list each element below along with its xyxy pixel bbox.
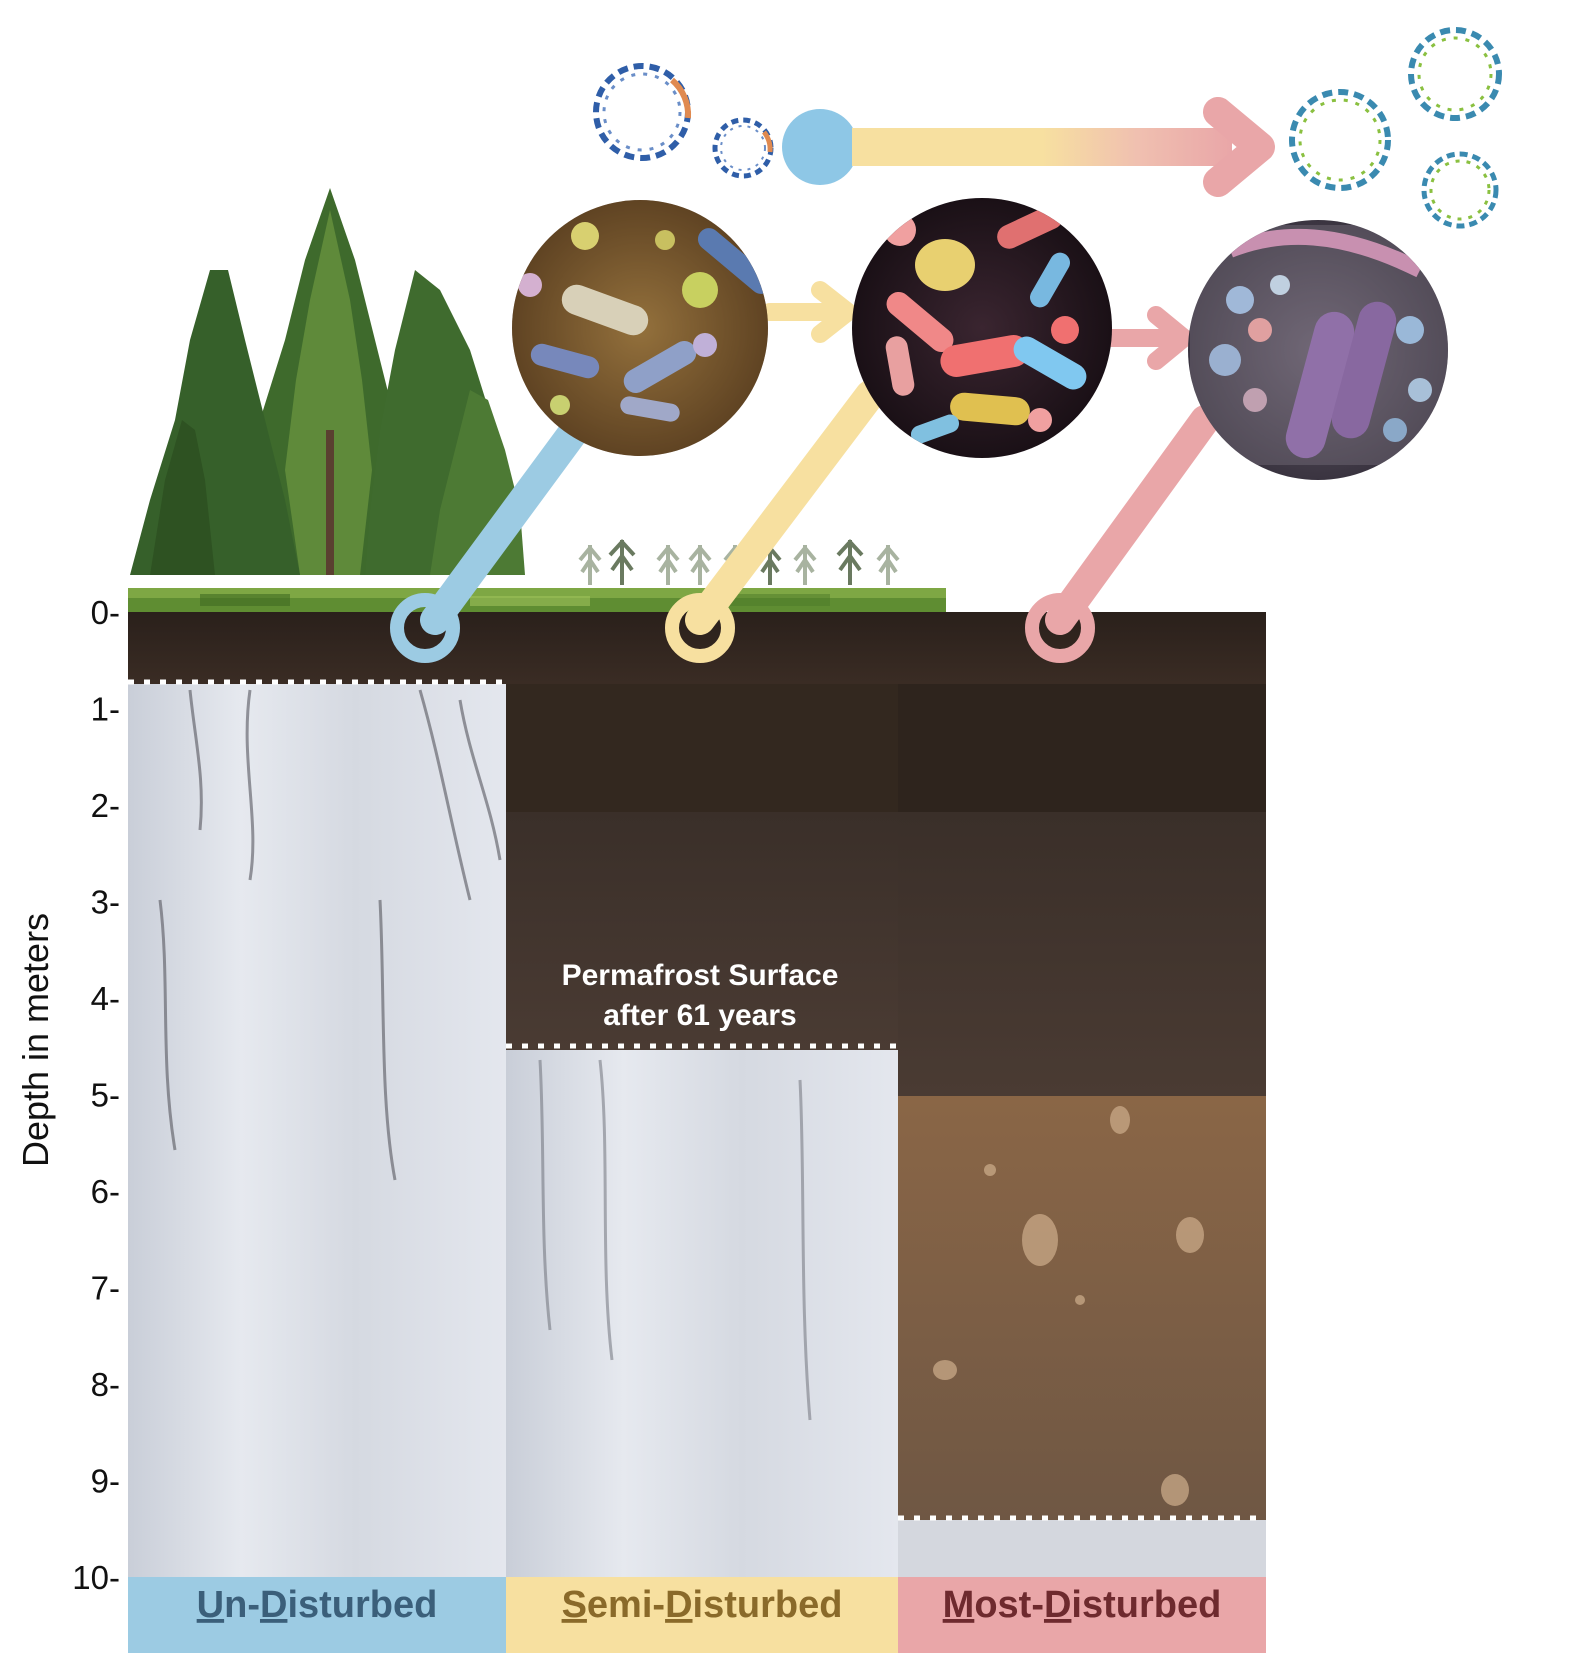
arrow-head xyxy=(1203,97,1275,197)
active-layer-most xyxy=(898,684,1266,812)
depth-tick-label: 8- xyxy=(91,1366,120,1403)
permafrost-semi xyxy=(506,1050,898,1577)
depth-tick-label: 4- xyxy=(91,980,120,1017)
category-most-disturbed-label: Most-Disturbed xyxy=(943,1584,1222,1626)
microbe-arrows xyxy=(761,281,1193,370)
depth-tick-label: 0- xyxy=(91,594,120,631)
permafrost-most xyxy=(898,1520,1266,1577)
connectors xyxy=(390,380,1220,663)
category-most-disturbed-band xyxy=(898,1577,1266,1653)
connector-yellow xyxy=(685,380,885,635)
depth-axis-label: Depth in meters xyxy=(15,913,56,1167)
depth-tick-label: 1- xyxy=(91,691,120,728)
category-un-disturbed-band xyxy=(128,1577,506,1653)
depth-tick-label: 7- xyxy=(91,1270,120,1307)
microbe-circle-undisturbed xyxy=(512,200,768,456)
plasmid-small-icon xyxy=(712,117,774,179)
root-streaks xyxy=(158,689,502,1181)
connector-pink xyxy=(1045,405,1220,635)
arrow-pink xyxy=(1101,306,1193,370)
pebbles xyxy=(933,1106,1204,1506)
depth-tick-label: 2- xyxy=(91,787,120,824)
depth-tick-label: 9- xyxy=(91,1463,120,1500)
plasmid-large-icon xyxy=(593,63,692,161)
soil-profile xyxy=(128,612,1266,1577)
plasmid-right-1-icon xyxy=(1289,89,1391,191)
depth-axis: 0- 1- 2- 3- 4- 5- 6- 7- 8- 9- 10- xyxy=(72,594,120,1596)
forest-illustration xyxy=(130,188,525,575)
plasmid-right-2-icon xyxy=(1408,27,1502,121)
category-semi-disturbed-band xyxy=(506,1577,898,1653)
arrow-yellow xyxy=(761,281,857,343)
arrow-origin-dot xyxy=(782,109,858,185)
plasmid-group-left xyxy=(593,63,774,179)
permafrost-undisturbed xyxy=(128,684,506,1577)
depth-tick-label: 10- xyxy=(72,1559,120,1596)
microbe-circle-most-disturbed xyxy=(1188,220,1448,480)
sample-ring-blue xyxy=(390,593,460,663)
annotation-line-1: Permafrost Surface xyxy=(562,959,839,992)
sample-ring-yellow xyxy=(665,593,735,663)
active-layer-semi xyxy=(506,684,898,812)
microbe-circle-semi-disturbed xyxy=(852,198,1112,458)
connector-blue xyxy=(420,415,590,635)
ground-cover xyxy=(128,588,946,616)
plasmid-group-right xyxy=(1289,27,1502,229)
sample-ring-pink xyxy=(1025,593,1095,663)
category-bar: Un-Disturbed Semi-Disturbed Most-Disturb… xyxy=(128,1577,1266,1653)
depth-tick-label: 5- xyxy=(91,1077,120,1114)
gene-transfer-arrow xyxy=(782,97,1275,197)
plasmid-right-3-icon xyxy=(1421,151,1499,229)
mineral-soil-layer xyxy=(898,1096,1266,1520)
annotation-line-2: after 61 years xyxy=(603,999,796,1032)
depth-tick-label: 6- xyxy=(91,1173,120,1210)
category-semi-disturbed-label: Semi-Disturbed xyxy=(562,1584,843,1626)
category-un-disturbed-label: Un-Disturbed xyxy=(197,1584,438,1626)
depth-tick-label: 3- xyxy=(91,884,120,921)
